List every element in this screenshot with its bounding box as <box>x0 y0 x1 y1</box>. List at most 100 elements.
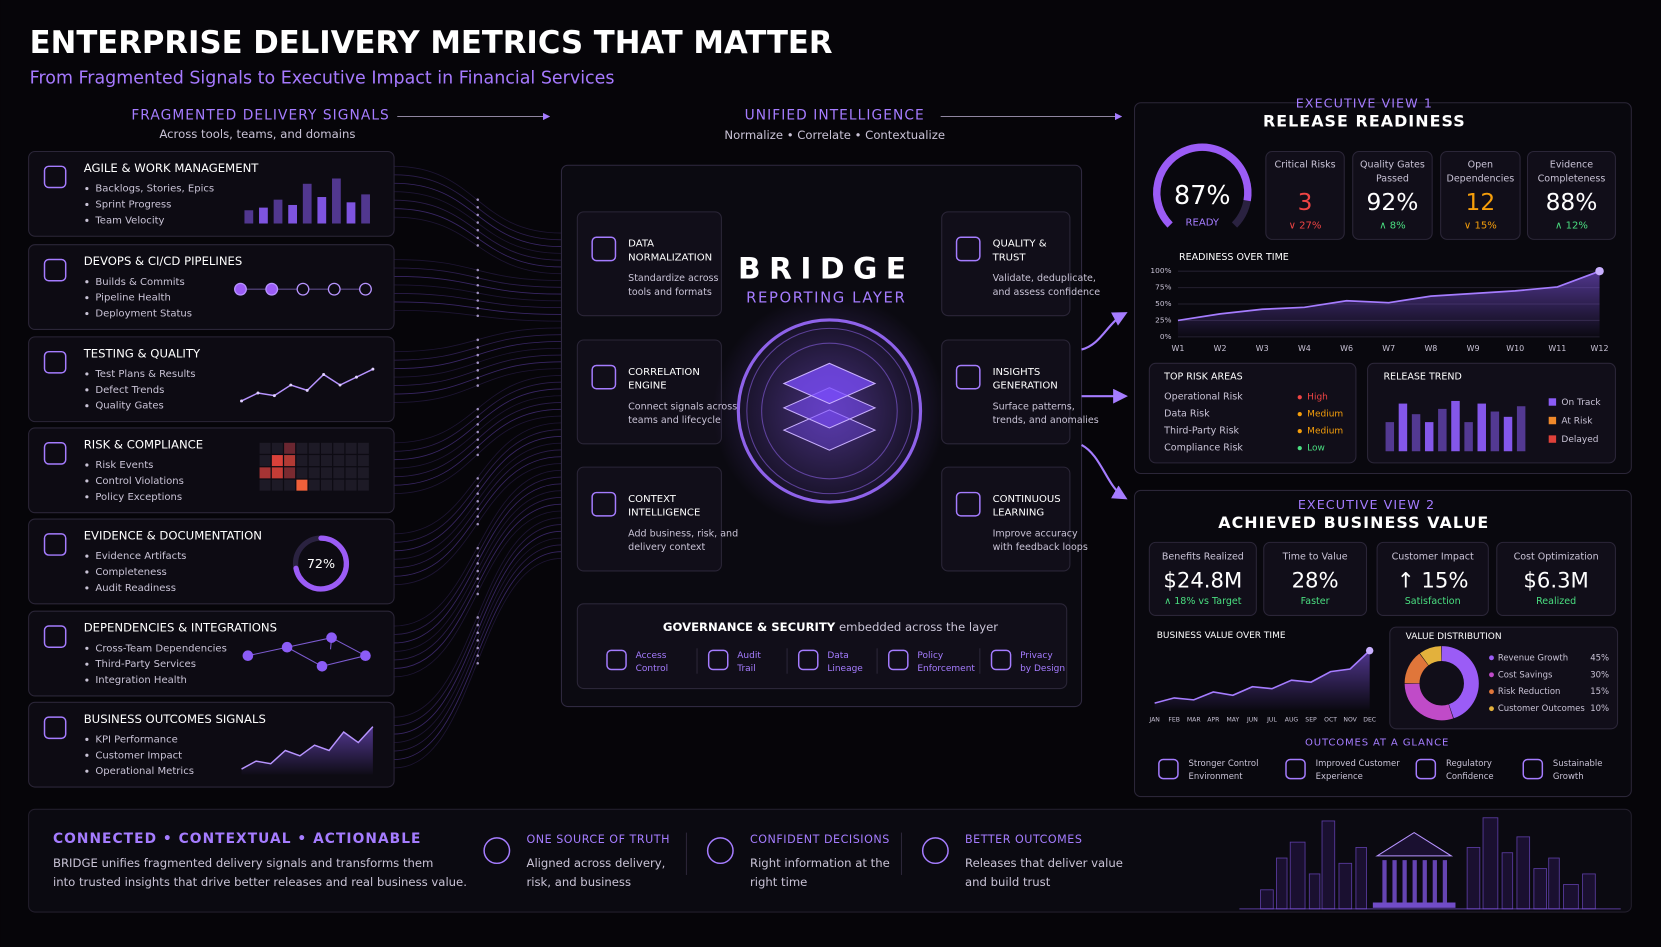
governance-title: GOVERNANCE & SECURITY <box>663 620 836 634</box>
mini-point <box>305 388 309 392</box>
icon <box>591 491 617 517</box>
mini-point <box>338 383 342 387</box>
icon <box>43 165 67 189</box>
feature-desc: delivery context <box>628 542 705 553</box>
flow-dot <box>476 507 480 511</box>
bullet <box>85 463 89 467</box>
icon <box>1522 758 1544 780</box>
feature-desc: Connect signals across <box>628 401 737 412</box>
feature-title: INSIGHTS <box>993 367 1041 378</box>
network-edge <box>331 637 366 657</box>
heat-cell <box>345 479 357 491</box>
feature-desc: trends, and anomalies <box>993 415 1099 426</box>
flow-dot <box>476 515 480 518</box>
governance-item: Policy <box>917 651 944 661</box>
chart-title: BUSINESS VALUE OVER TIME <box>1157 631 1286 641</box>
flow-dot <box>476 646 480 650</box>
kpi-sub: ∧ 18% vs Target <box>1164 596 1241 607</box>
heat-cell <box>333 455 345 467</box>
legend-value: 30% <box>1590 669 1609 679</box>
bullet <box>85 554 89 558</box>
card-item: Evidence Artifacts <box>95 551 186 562</box>
skyline-building <box>1548 857 1560 910</box>
skyline-building <box>1533 868 1547 910</box>
card-item: Third-Party Services <box>94 659 196 670</box>
kpi-value: $24.8M <box>1163 568 1242 593</box>
flow-dot <box>476 361 480 364</box>
governance-item: Trail <box>736 664 755 674</box>
heat-cell <box>308 455 320 467</box>
kpi-label: Open <box>1468 160 1493 171</box>
outcome-item: Stronger Control <box>1189 758 1259 768</box>
heat-cell <box>296 442 308 454</box>
y-tick-label: 100% <box>1150 266 1171 275</box>
skyline-building <box>1466 847 1481 910</box>
heat-cell <box>284 467 296 479</box>
flow-dot <box>476 276 480 279</box>
legend-label: Risk Reduction <box>1498 686 1561 696</box>
pillar-text: Right information at the <box>750 856 890 870</box>
legend-label: Delayed <box>1561 435 1598 445</box>
skyline-temple-roof <box>1375 831 1454 857</box>
legend-label: Cost Savings <box>1498 669 1553 679</box>
flow-dot <box>476 623 480 627</box>
outcome-item: Growth <box>1553 771 1584 781</box>
heat-cell <box>333 442 345 454</box>
feature-card <box>576 466 722 572</box>
heat-cell <box>259 479 271 491</box>
skyline-building <box>1276 857 1288 910</box>
mini-point <box>371 367 375 371</box>
x-tick-label: W11 <box>1548 344 1566 353</box>
bar <box>1438 408 1447 452</box>
kpi-sub: Realized <box>1536 596 1576 607</box>
exec-title: ACHIEVED BUSINESS VALUE <box>1218 513 1489 532</box>
heat-cell <box>259 455 271 467</box>
risk-name: Data Risk <box>1164 409 1210 420</box>
flow-dot <box>476 384 480 387</box>
card-item: Deployment Status <box>95 309 192 320</box>
x-tick-label: W10 <box>1506 344 1524 353</box>
flow-dot <box>476 213 480 217</box>
outcome-item: Improved Customer <box>1316 758 1401 768</box>
flow-dot <box>476 236 480 240</box>
bullet <box>85 769 89 773</box>
kpi-label: Customer Impact <box>1392 552 1474 563</box>
kpi-label: Passed <box>1376 174 1409 185</box>
card-item: Quality Gates <box>95 401 163 412</box>
flow-dot <box>476 492 480 495</box>
mini-point <box>289 383 293 387</box>
donut-slice <box>1419 646 1442 666</box>
skyline-building <box>1482 817 1499 910</box>
card-item: Integration Health <box>95 675 187 686</box>
kpi-change: ∨ 27% <box>1289 221 1322 232</box>
pillar-text: risk, and business <box>526 875 631 889</box>
kpi-label: Quality Gates <box>1360 160 1425 171</box>
bullet <box>85 737 89 741</box>
skyline-building <box>1501 852 1514 910</box>
flow-dot <box>476 376 480 380</box>
outcome-item: Environment <box>1189 771 1244 781</box>
y-tick-label: 50% <box>1155 299 1171 308</box>
governance-item: Audit <box>737 651 761 661</box>
mini-bar <box>317 197 327 224</box>
feature-title: CONTEXT <box>628 494 677 505</box>
heat-cell <box>271 442 283 454</box>
flow-dot <box>476 268 480 272</box>
skyline-building <box>1563 884 1579 910</box>
flow-dot <box>476 554 480 558</box>
legend-swatch <box>1548 435 1557 443</box>
feature-title: TRUST <box>992 252 1027 263</box>
kpi-change: ∧ 8% <box>1379 221 1406 232</box>
mini-bar <box>273 199 283 224</box>
network-node <box>316 660 328 672</box>
pipeline-step <box>296 282 310 296</box>
mini-line <box>241 726 374 770</box>
flow-dot <box>476 445 480 449</box>
bullet <box>85 479 89 483</box>
card-title: BUSINESS OUTCOMES SIGNALS <box>84 712 266 726</box>
feature-title: DATA <box>628 239 654 250</box>
kpi-card <box>1376 541 1489 616</box>
card-item: Operational Metrics <box>95 766 194 777</box>
y-tick-label: 25% <box>1155 315 1171 324</box>
kpi-card <box>1526 150 1616 240</box>
